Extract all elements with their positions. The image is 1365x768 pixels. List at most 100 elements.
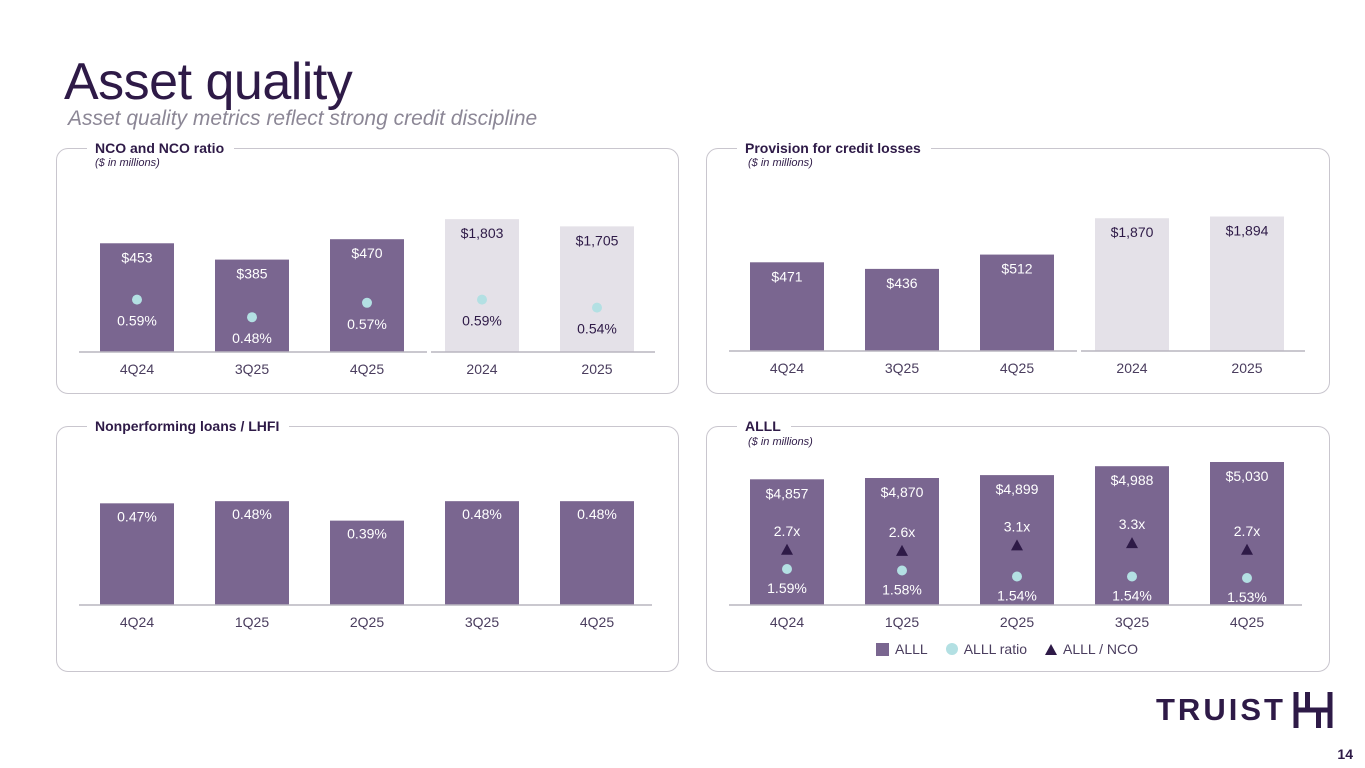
alll-ratio-dot [1012, 571, 1022, 582]
page-subtitle: Asset quality metrics reflect strong cre… [68, 107, 538, 130]
alll-bar-value-label: $5,030 [1226, 468, 1269, 484]
alll-nco-multiple-label: 2.7x [1234, 523, 1260, 539]
npl-bar [560, 501, 634, 605]
legend-item-alll-ratio: ALLL ratio [945, 641, 1028, 657]
provision-bar [1210, 216, 1284, 351]
legend-label-alll: ALLL [895, 641, 928, 657]
truist-mark-icon [1293, 692, 1333, 728]
alll-ratio-label: 1.54% [997, 588, 1037, 604]
npl-bar [445, 501, 519, 605]
nco-ratio-dot [477, 294, 487, 305]
nco-x-tick-label: 2024 [466, 361, 497, 377]
alll-ratio-label: 1.54% [1112, 588, 1152, 604]
alll-nco-triangle-icon [781, 543, 793, 555]
npl-bar-value-label: 0.48% [232, 506, 272, 522]
alll-ratio-dot [1242, 573, 1252, 583]
provision-x-tick-label: 2025 [1231, 360, 1262, 376]
npl-bar [215, 501, 289, 605]
legend-label-alll-nco: ALLL / NCO [1063, 641, 1138, 657]
alll-nco-triangle-icon [1241, 543, 1253, 555]
legend-item-alll: ALLL [876, 641, 928, 657]
nco-ratio-label: 0.48% [232, 330, 272, 346]
nco-ratio-label: 0.59% [462, 313, 502, 329]
alll-nco-triangle-icon [896, 544, 908, 556]
alll-bar-value-label: $4,857 [766, 485, 809, 501]
provision-x-tick-label: 3Q25 [885, 360, 919, 376]
nco-x-tick-label: 3Q25 [235, 361, 269, 377]
alll-bar [750, 479, 824, 605]
npl-x-tick-label: 4Q25 [580, 614, 614, 630]
npl-x-tick-label: 3Q25 [465, 614, 499, 630]
npl-x-tick-label: 1Q25 [235, 614, 269, 630]
nco-ratio-dot [132, 294, 142, 305]
nco-bar [445, 219, 519, 352]
provision-bar-value-label: $471 [771, 268, 802, 284]
npl-bar-value-label: 0.48% [577, 506, 617, 522]
nco-panel-title: NCO and NCO ratio [87, 138, 235, 158]
alll-x-tick-label: 4Q25 [1230, 614, 1264, 630]
nco-bar-value-label: $385 [236, 266, 267, 282]
alll-nco-triangle-icon [1126, 537, 1138, 549]
alll-ratio-label: 1.58% [882, 582, 922, 598]
legend-label-alll-ratio: ALLL ratio [963, 641, 1028, 657]
provision-bar [1095, 218, 1169, 351]
alll-nco-multiple-label: 2.6x [889, 524, 915, 540]
nco-x-tick-label: 4Q24 [120, 361, 154, 377]
nco-x-tick-label: 2025 [581, 361, 612, 377]
provision-bar [865, 268, 939, 351]
nco-bar [215, 259, 289, 352]
legend-dot-icon [945, 643, 958, 655]
provision-units-note: ($ in millions) [748, 157, 813, 169]
nco-bar-value-label: $453 [121, 249, 152, 265]
alll-ratio-dot [897, 565, 907, 576]
npl-bar-value-label: 0.39% [347, 526, 387, 542]
alll-bar [865, 478, 939, 605]
npl-x-tick-label: 4Q24 [120, 614, 154, 630]
nco-ratio-dot [247, 312, 257, 323]
legend-item-alll-nco: ALLL / NCO [1045, 641, 1138, 657]
npl-bar-value-label: 0.47% [117, 508, 157, 524]
npl-x-tick-label: 2Q25 [350, 614, 384, 630]
nco-x-tick-label: 4Q25 [350, 361, 384, 377]
alll-legend: ALLL ALLL ratio ALLL / NCO [876, 641, 1156, 657]
nco-bar-value-label: $1,803 [461, 225, 504, 241]
alll-nco-multiple-label: 3.3x [1119, 516, 1145, 532]
nco-panel: NCO and NCO ratio [56, 138, 679, 394]
provision-bar [980, 254, 1054, 351]
truist-logo: TRUIST [1156, 690, 1334, 730]
npl-bar-value-label: 0.48% [462, 506, 502, 522]
alll-bar-value-label: $4,899 [996, 481, 1039, 497]
alll-units-note: ($ in millions) [748, 436, 813, 448]
nco-units-note: ($ in millions) [95, 157, 160, 169]
npl-panel: Nonperforming loans / LHFI [56, 416, 679, 672]
alll-ratio-label: 1.59% [767, 580, 807, 596]
provision-bar-value-label: $436 [886, 275, 917, 291]
alll-nco-multiple-label: 3.1x [1004, 518, 1030, 534]
alll-nco-triangle-icon [1011, 539, 1023, 551]
alll-bar [1095, 466, 1169, 605]
alll-x-tick-label: 3Q25 [1115, 614, 1149, 630]
npl-bar [330, 520, 404, 605]
provision-bar-value-label: $512 [1001, 261, 1032, 277]
alll-nco-multiple-label: 2.7x [774, 523, 800, 539]
alll-ratio-label: 1.53% [1227, 589, 1267, 605]
alll-panel: ALLL [706, 416, 1330, 672]
npl-panel-title: Nonperforming loans / LHFI [87, 416, 290, 436]
nco-ratio-label: 0.57% [347, 316, 387, 332]
nco-ratio-label: 0.54% [577, 321, 617, 337]
page-title: Asset quality [64, 53, 353, 111]
alll-bar-value-label: $4,870 [881, 484, 924, 500]
legend-triangle-icon [1045, 643, 1058, 655]
provision-panel: Provision for credit losses [706, 138, 1330, 394]
alll-x-tick-label: 4Q24 [770, 614, 804, 630]
alll-ratio-dot [782, 564, 792, 574]
provision-bar-value-label: $1,894 [1226, 223, 1269, 239]
provision-panel-title: Provision for credit losses [737, 138, 931, 158]
provision-x-tick-label: 2024 [1116, 360, 1147, 376]
logo-wordmark: TRUIST [1156, 692, 1286, 727]
provision-bar [750, 262, 824, 351]
provision-bar-value-label: $1,870 [1111, 224, 1154, 240]
nco-bar [330, 239, 404, 352]
nco-ratio-dot [362, 297, 372, 308]
npl-bar [100, 503, 174, 605]
